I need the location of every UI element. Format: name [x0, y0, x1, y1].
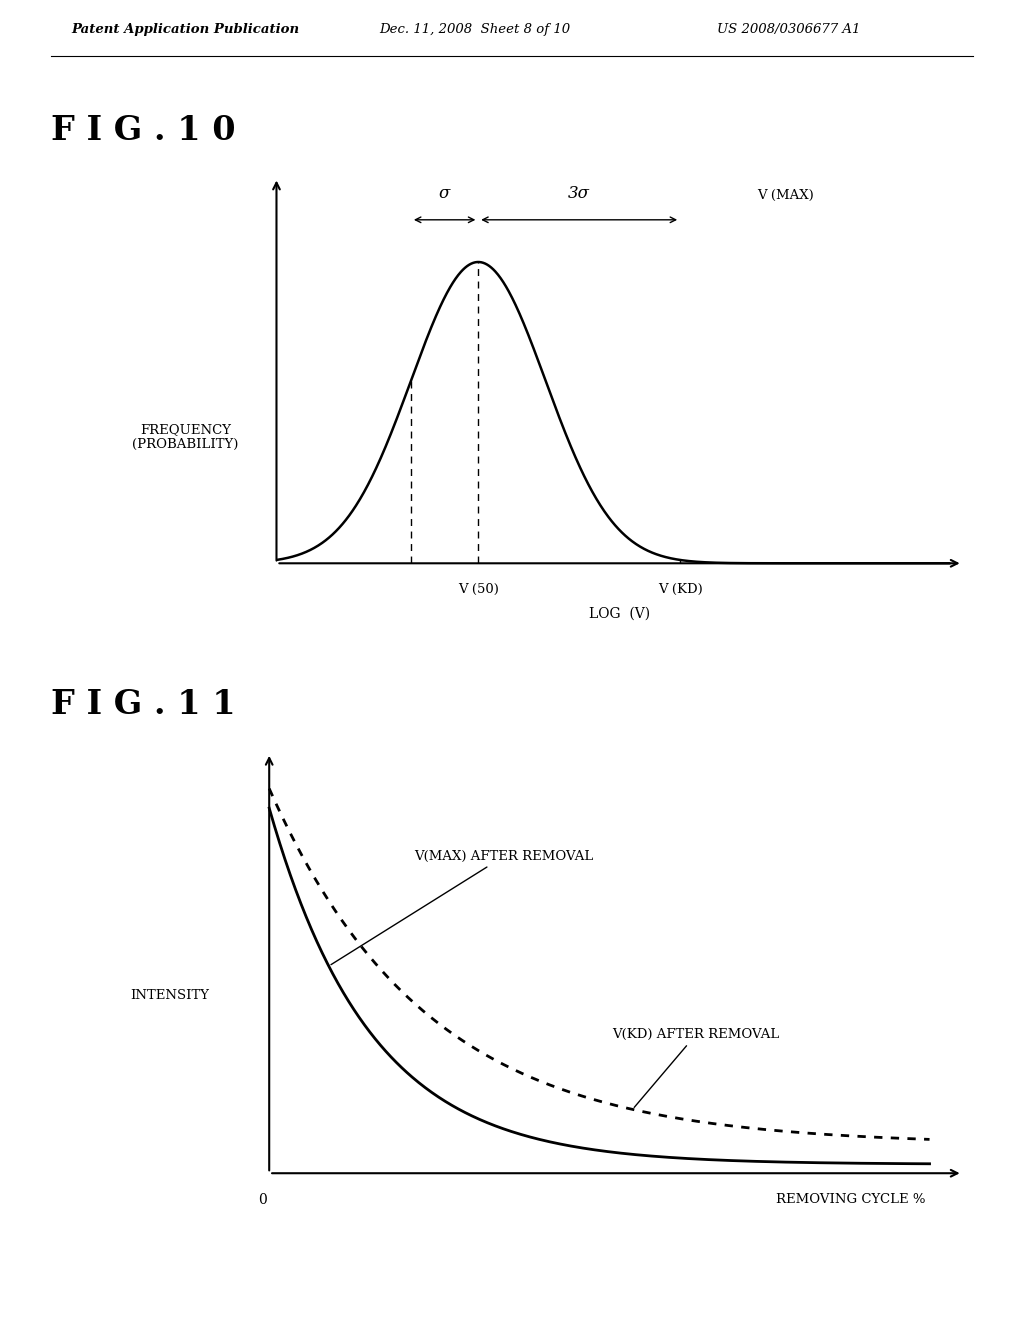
Text: V (KD): V (KD) — [657, 583, 702, 595]
Text: 0: 0 — [258, 1193, 267, 1206]
Text: V (50): V (50) — [458, 583, 499, 595]
Text: FREQUENCY
(PROBABILITY): FREQUENCY (PROBABILITY) — [132, 422, 239, 450]
Text: 3σ: 3σ — [568, 185, 590, 202]
Text: INTENSITY: INTENSITY — [131, 989, 210, 1002]
Text: LOG  (V): LOG (V) — [589, 607, 650, 620]
Text: Dec. 11, 2008  Sheet 8 of 10: Dec. 11, 2008 Sheet 8 of 10 — [379, 24, 570, 36]
Text: V(MAX) AFTER REMOVAL: V(MAX) AFTER REMOVAL — [331, 850, 594, 965]
Text: REMOVING CYCLE %: REMOVING CYCLE % — [775, 1193, 925, 1205]
Text: F I G . 1 0: F I G . 1 0 — [51, 115, 236, 148]
Text: V (MAX): V (MAX) — [758, 189, 814, 202]
Text: US 2008/0306677 A1: US 2008/0306677 A1 — [717, 24, 860, 36]
Text: σ: σ — [439, 185, 451, 202]
Text: V(KD) AFTER REMOVAL: V(KD) AFTER REMOVAL — [612, 1028, 780, 1107]
Text: Patent Application Publication: Patent Application Publication — [72, 24, 300, 36]
Text: F I G . 1 1: F I G . 1 1 — [51, 689, 236, 721]
